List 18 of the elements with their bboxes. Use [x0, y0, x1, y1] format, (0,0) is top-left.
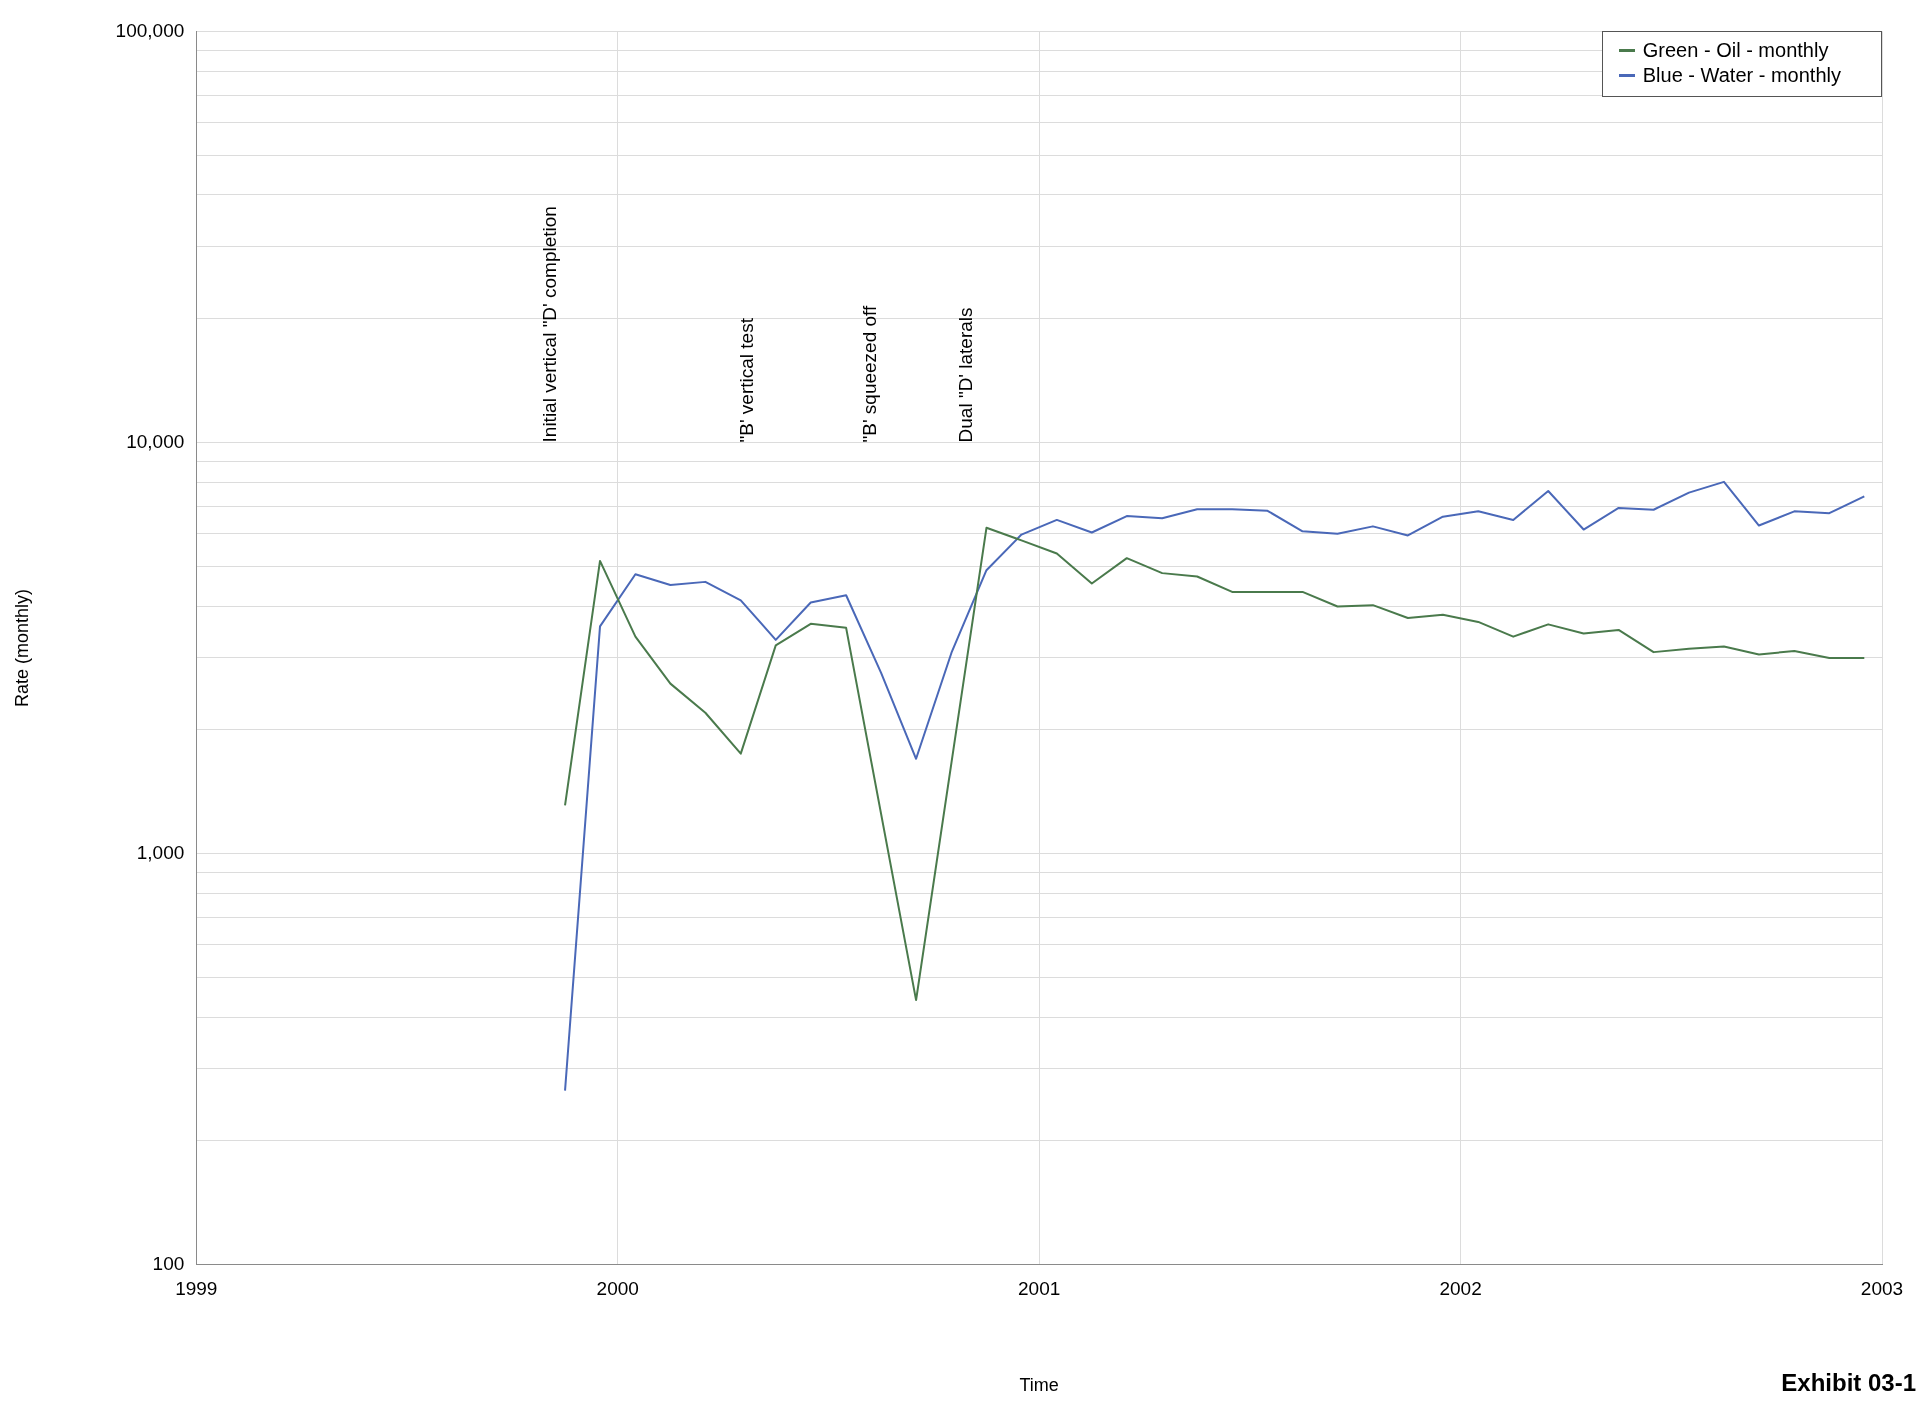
x-tick-label: 2000	[596, 1278, 639, 1300]
y-tick-label: 100	[152, 1252, 185, 1274]
annotation: Dual "D' laterals	[954, 307, 976, 443]
annotation: "B' vertical test	[735, 317, 757, 443]
y-tick-label: 100,000	[115, 19, 185, 41]
x-tick-label: 1999	[175, 1278, 218, 1300]
x-tick-label: 2001	[1018, 1278, 1061, 1300]
x-tick-label: 2003	[1860, 1278, 1904, 1300]
annotation: Initial vertical "D' completion	[538, 206, 560, 443]
legend-label: Blue - Water - monthly	[1642, 63, 1841, 89]
legend-label: Green - Oil - monthly	[1642, 38, 1829, 64]
y-axis-title: Rate (monthly)	[11, 588, 32, 708]
y-tick-label: 10,000	[126, 430, 185, 452]
annotation: "B' squeezed off	[858, 304, 880, 443]
y-tick-label: 1,000	[136, 841, 185, 863]
x-tick-label: 2002	[1439, 1278, 1482, 1300]
text: Exhibit 03-1	[1781, 1369, 1916, 1397]
x-axis-title: Time	[1019, 1375, 1059, 1396]
